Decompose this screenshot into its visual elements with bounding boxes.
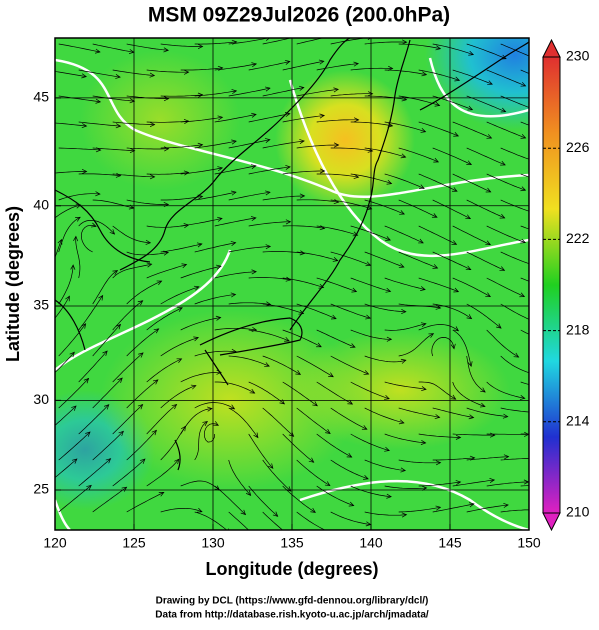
y-tick-label: 30 xyxy=(33,391,49,407)
colorbar-tick-label: 214 xyxy=(566,413,590,429)
y-tick-label: 45 xyxy=(33,89,49,105)
stream-arrow xyxy=(570,156,575,160)
colorbar-tick-label: 226 xyxy=(566,139,590,155)
x-tick-label: 130 xyxy=(201,535,225,551)
colorbar-tick-label: 222 xyxy=(566,230,590,246)
stream-arrow xyxy=(538,456,543,460)
stream-arrow xyxy=(538,411,543,415)
colorbar xyxy=(543,57,560,513)
field xyxy=(15,0,599,540)
colorbar-max-arrow xyxy=(543,40,560,57)
stream-arrow xyxy=(255,536,260,541)
x-tick-label: 125 xyxy=(122,535,146,551)
x-axis-label: Longitude (degrees) xyxy=(205,559,378,579)
y-tick-label: 40 xyxy=(33,196,49,212)
stream-arrow xyxy=(533,372,538,376)
stream-arrow xyxy=(533,319,538,323)
stream-arrow xyxy=(571,362,576,366)
x-tick-label: 150 xyxy=(517,535,541,551)
stream-arrow xyxy=(572,460,577,464)
y-axis-label: Latitude (degrees) xyxy=(3,206,23,362)
x-tick-label: 140 xyxy=(359,535,383,551)
stream-arrow xyxy=(535,211,540,215)
x-tick-label: 120 xyxy=(43,535,67,551)
credit: Drawing by DCL (https://www.gfd-dennou.o… xyxy=(156,596,429,607)
colorbar-min-arrow xyxy=(543,513,560,530)
colorbar-tick-label: 210 xyxy=(566,504,590,520)
stream-arrow xyxy=(535,264,540,268)
colorbar-tick-label: 230 xyxy=(566,48,590,64)
stream-arrow xyxy=(571,206,576,210)
stream-arrow xyxy=(534,57,539,61)
stream-arrow xyxy=(570,106,575,110)
stream-arrow xyxy=(535,108,540,112)
x-tick-label: 135 xyxy=(280,535,304,551)
x-tick-label: 145 xyxy=(438,535,462,551)
stream-arrow xyxy=(333,33,338,37)
chart-title: MSM 09Z29Jul2026 (200.0hPa) xyxy=(148,4,450,27)
stream-arrow xyxy=(538,508,543,512)
credit: Data from http://database.rish.kyoto-u.a… xyxy=(155,610,429,621)
y-tick-label: 25 xyxy=(33,481,49,497)
stream-arrow xyxy=(571,258,576,262)
stream-arrow xyxy=(535,160,540,164)
y-tick-label: 35 xyxy=(33,297,49,313)
colorbar-tick-label: 218 xyxy=(566,321,590,337)
stream-arrow xyxy=(571,311,576,315)
